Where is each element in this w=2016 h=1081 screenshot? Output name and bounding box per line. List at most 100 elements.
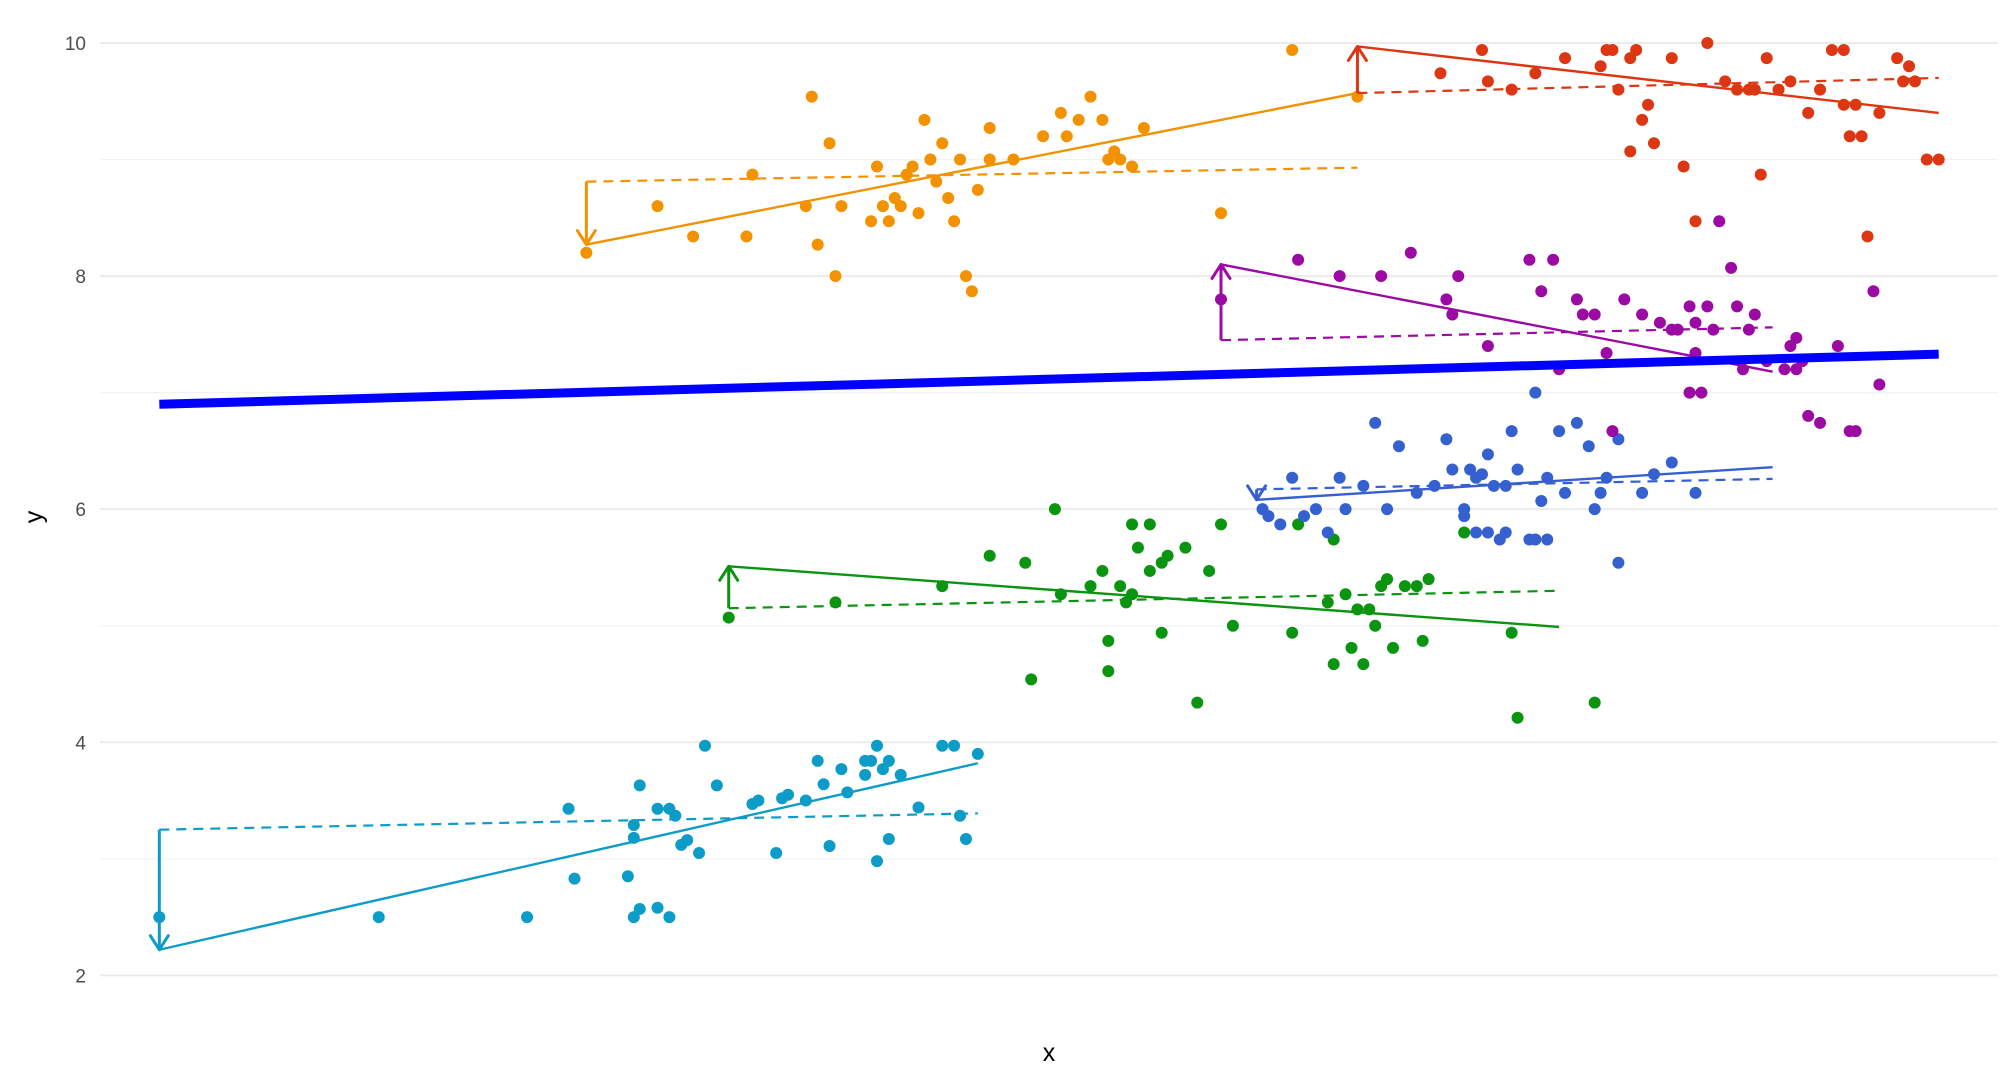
data-point [663,911,676,924]
data-point [1612,556,1625,569]
data-point [1748,83,1761,96]
series-group-6 [1346,36,1945,243]
data-point [651,901,664,914]
data-point [1037,130,1050,143]
data-point [942,191,955,204]
data-point [1849,425,1862,438]
data-point [1475,468,1488,481]
data-point [1191,696,1204,709]
data-point [1689,215,1702,228]
data-point [693,847,706,859]
data-point [1126,588,1139,601]
data-point [1790,331,1803,344]
data-point [1226,619,1239,632]
data-point [1665,52,1678,65]
dashed-mean-line [1220,326,1773,342]
data-point [1446,308,1459,321]
data-point [1624,145,1637,158]
data-point [1547,253,1560,266]
data-point [1363,603,1376,616]
data-point [1731,83,1744,96]
data-point [1837,98,1850,111]
data-point [799,794,812,807]
data-point [1855,130,1868,143]
data-point [1873,106,1886,119]
data-point [1114,580,1127,593]
data-point [1523,253,1536,266]
data-point [1440,293,1453,306]
data-point [1891,52,1904,65]
data-point [1932,153,1945,166]
data-point [1072,113,1085,126]
data-point [870,855,883,868]
data-point [1535,285,1548,298]
y-tick-label: 6 [75,500,86,521]
data-point [829,270,842,283]
data-point [1203,564,1216,577]
data-point [1298,510,1311,523]
data-point [983,549,996,562]
data-point [1825,43,1838,56]
data-point [1535,495,1548,508]
data-point [627,831,640,844]
data-point [1333,270,1346,283]
fit-line [1220,263,1773,373]
data-point [1570,293,1583,306]
data-point [1559,52,1572,65]
data-point [936,137,949,150]
data-point [1286,626,1299,639]
data-point [1837,43,1850,56]
data-point [1286,43,1299,56]
data-point [1470,526,1483,539]
data-point [882,833,895,846]
data-point [1665,456,1678,469]
data-point [1422,573,1435,586]
series-group-1 [148,739,984,952]
data-point [1309,503,1322,516]
data-point [1647,468,1660,481]
data-point [1689,486,1702,499]
data-point [1084,90,1097,103]
data-point [1677,160,1690,173]
data-point [1588,696,1601,709]
data-point [1096,564,1109,577]
data-point [1161,549,1174,562]
data-point [1019,556,1032,569]
data-point [1671,323,1684,336]
data-point [1060,130,1073,143]
data-point [1392,440,1405,453]
x-axis-title: x [1043,1039,1056,1067]
data-point [1867,285,1880,298]
data-point [912,207,925,220]
data-point [1689,316,1702,329]
data-point [948,215,961,228]
data-point [859,768,872,781]
data-point [1179,541,1192,554]
data-point [1849,98,1862,111]
data-point [1505,626,1518,639]
data-point [1778,363,1791,376]
data-point [1481,448,1494,461]
series-group-3 [1246,386,1773,569]
data-point [1588,308,1601,321]
data-point [971,747,984,760]
data-point [1499,479,1512,492]
y-tick-label: 8 [75,267,86,288]
data-point [1582,440,1595,453]
arrow-head [148,934,170,952]
data-point [698,739,711,752]
data-point [1802,106,1815,119]
data-point [1600,471,1613,484]
fit-line [728,565,1560,629]
data-point [1505,83,1518,96]
data-point [1102,634,1115,647]
data-point [1487,479,1500,492]
overall-regression-line [159,349,1939,409]
data-point [669,809,682,822]
data-point [1511,711,1524,724]
data-point [627,819,640,832]
data-point [1131,541,1144,554]
data-point [841,786,854,799]
data-point [1387,641,1400,654]
data-point [372,911,385,924]
